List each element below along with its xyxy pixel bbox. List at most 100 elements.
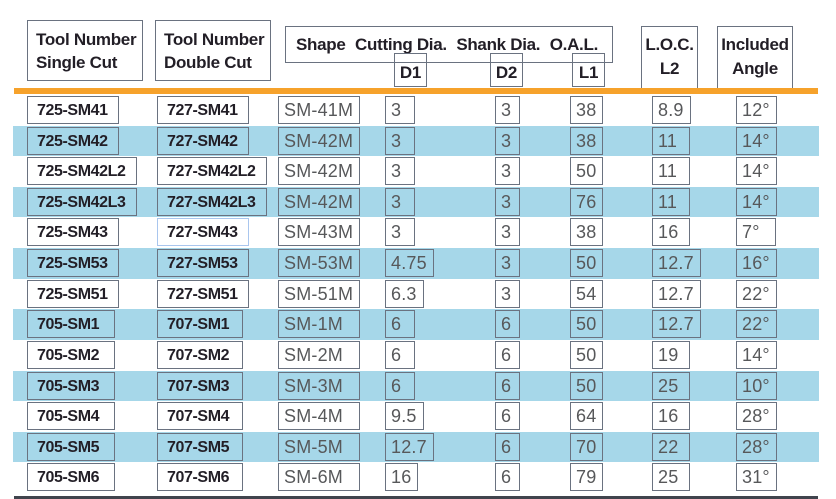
cell-shape[interactable]: SM-41M xyxy=(278,96,361,124)
cell-tool-single[interactable]: 705-SM2 xyxy=(27,340,115,369)
cell-l2[interactable]: 11 xyxy=(652,187,690,216)
cell-l2[interactable]: 22 xyxy=(652,432,690,461)
cell-l2[interactable]: 8.9 xyxy=(652,96,691,124)
cell-tool-single[interactable]: 725-SM43 xyxy=(27,218,119,247)
cell-tool-single[interactable]: 725-SM42 xyxy=(27,126,119,155)
cell-l1[interactable]: 70 xyxy=(570,432,604,461)
cell-d1[interactable]: 6.3 xyxy=(385,279,424,308)
cell-l2[interactable]: 12.7 xyxy=(652,310,701,339)
cell-tool-double[interactable]: 727-SM42L3 xyxy=(157,187,267,216)
cell-shape[interactable]: SM-42M xyxy=(278,187,361,216)
cell-tool-double[interactable]: 707-SM3 xyxy=(157,371,243,400)
cell-l1[interactable]: 38 xyxy=(570,218,604,247)
cell-tool-single[interactable]: 705-SM5 xyxy=(27,432,115,461)
cell-l2[interactable]: 19 xyxy=(652,340,690,369)
cell-d1[interactable]: 3 xyxy=(385,218,415,247)
cell-shape[interactable]: SM-4M xyxy=(278,402,360,431)
cell-tool-double[interactable]: 707-SM4 xyxy=(157,402,243,431)
cell-d1[interactable]: 3 xyxy=(385,96,415,124)
cell-d2[interactable]: 3 xyxy=(495,279,520,308)
cell-tool-single[interactable]: 725-SM41 xyxy=(27,96,119,124)
cell-tool-single[interactable]: 725-SM42L2 xyxy=(27,157,137,186)
cell-shape[interactable]: SM-1M xyxy=(278,310,360,339)
header-shape-dimensions-group[interactable]: Shape Cutting Dia. Shank Dia. O.A.L. xyxy=(285,26,613,63)
cell-d1[interactable]: 16 xyxy=(385,463,419,492)
cell-angle[interactable]: 7° xyxy=(736,218,776,247)
cell-angle[interactable]: 22° xyxy=(736,279,777,308)
cell-tool-double[interactable]: 727-SM43 xyxy=(157,218,249,247)
cell-angle[interactable]: 10° xyxy=(736,371,777,400)
cell-d2[interactable]: 3 xyxy=(495,96,520,124)
cell-d1[interactable]: 3 xyxy=(385,126,415,155)
cell-d2[interactable]: 6 xyxy=(495,340,520,369)
cell-d1[interactable]: 3 xyxy=(385,187,415,216)
cell-d2[interactable]: 3 xyxy=(495,157,520,186)
cell-l1[interactable]: 50 xyxy=(570,249,604,278)
cell-d1[interactable]: 6 xyxy=(385,340,415,369)
cell-d2[interactable]: 3 xyxy=(495,218,520,247)
cell-l1[interactable]: 64 xyxy=(570,402,604,431)
cell-l2[interactable]: 11 xyxy=(652,126,690,155)
cell-tool-single[interactable]: 725-SM53 xyxy=(27,249,119,278)
cell-l1[interactable]: 50 xyxy=(570,310,604,339)
cell-d1[interactable]: 3 xyxy=(385,157,415,186)
cell-d1[interactable]: 6 xyxy=(385,310,415,339)
cell-angle[interactable]: 28° xyxy=(736,432,777,461)
cell-tool-double[interactable]: 727-SM51 xyxy=(157,279,249,308)
cell-d2[interactable]: 6 xyxy=(495,463,520,492)
cell-tool-double[interactable]: 707-SM2 xyxy=(157,340,243,369)
cell-shape[interactable]: SM-51M xyxy=(278,279,361,308)
header-tool-number-double-cut[interactable]: Tool Number Double Cut xyxy=(155,20,271,81)
cell-l2[interactable]: 16 xyxy=(652,402,690,431)
cell-tool-double[interactable]: 707-SM5 xyxy=(157,432,243,461)
cell-shape[interactable]: SM-42M xyxy=(278,126,361,155)
cell-angle[interactable]: 31° xyxy=(736,463,777,492)
cell-tool-double[interactable]: 727-SM42 xyxy=(157,126,249,155)
cell-l1[interactable]: 50 xyxy=(570,157,604,186)
cell-angle[interactable]: 22° xyxy=(736,310,777,339)
cell-l2[interactable]: 12.7 xyxy=(652,279,701,308)
cell-l1[interactable]: 50 xyxy=(570,371,604,400)
cell-angle[interactable]: 14° xyxy=(736,126,777,155)
cell-angle[interactable]: 12° xyxy=(736,96,777,124)
cell-d1[interactable]: 4.75 xyxy=(385,249,434,278)
cell-angle[interactable]: 14° xyxy=(736,340,777,369)
header-d2[interactable]: D2 xyxy=(490,53,523,87)
cell-angle[interactable]: 14° xyxy=(736,157,777,186)
cell-d2[interactable]: 3 xyxy=(495,126,520,155)
cell-angle[interactable]: 16° xyxy=(736,249,777,278)
cell-shape[interactable]: SM-6M xyxy=(278,463,360,492)
cell-l1[interactable]: 38 xyxy=(570,126,604,155)
cell-d2[interactable]: 3 xyxy=(495,249,520,278)
cell-d1[interactable]: 9.5 xyxy=(385,402,424,431)
cell-l1[interactable]: 54 xyxy=(570,279,604,308)
cell-tool-single[interactable]: 705-SM1 xyxy=(27,310,115,339)
cell-l2[interactable]: 11 xyxy=(652,157,690,186)
cell-d1[interactable]: 12.7 xyxy=(385,432,434,461)
cell-angle[interactable]: 28° xyxy=(736,402,777,431)
cell-shape[interactable]: SM-43M xyxy=(278,218,361,247)
cell-l1[interactable]: 50 xyxy=(570,340,604,369)
header-loc-l2[interactable]: L.O.C. L2 xyxy=(641,26,698,89)
cell-tool-double[interactable]: 707-SM1 xyxy=(157,310,243,339)
cell-d1[interactable]: 6 xyxy=(385,371,415,400)
header-l1[interactable]: L1 xyxy=(572,53,605,87)
cell-tool-double[interactable]: 727-SM53 xyxy=(157,249,249,278)
cell-d2[interactable]: 6 xyxy=(495,402,520,431)
cell-l1[interactable]: 38 xyxy=(570,96,604,124)
cell-l2[interactable]: 12.7 xyxy=(652,249,701,278)
cell-shape[interactable]: SM-5M xyxy=(278,432,360,461)
cell-tool-double[interactable]: 707-SM6 xyxy=(157,463,243,492)
cell-shape[interactable]: SM-3M xyxy=(278,371,360,400)
header-included-angle[interactable]: Included Angle xyxy=(717,26,793,89)
cell-tool-single[interactable]: 705-SM6 xyxy=(27,463,115,492)
cell-tool-single[interactable]: 725-SM42L3 xyxy=(27,187,137,216)
cell-tool-single[interactable]: 705-SM4 xyxy=(27,402,115,431)
cell-shape[interactable]: SM-2M xyxy=(278,340,360,369)
cell-l2[interactable]: 25 xyxy=(652,463,690,492)
cell-shape[interactable]: SM-53M xyxy=(278,249,361,278)
cell-d2[interactable]: 3 xyxy=(495,187,520,216)
cell-l2[interactable]: 25 xyxy=(652,371,690,400)
cell-l1[interactable]: 79 xyxy=(570,463,604,492)
cell-tool-single[interactable]: 705-SM3 xyxy=(27,371,115,400)
